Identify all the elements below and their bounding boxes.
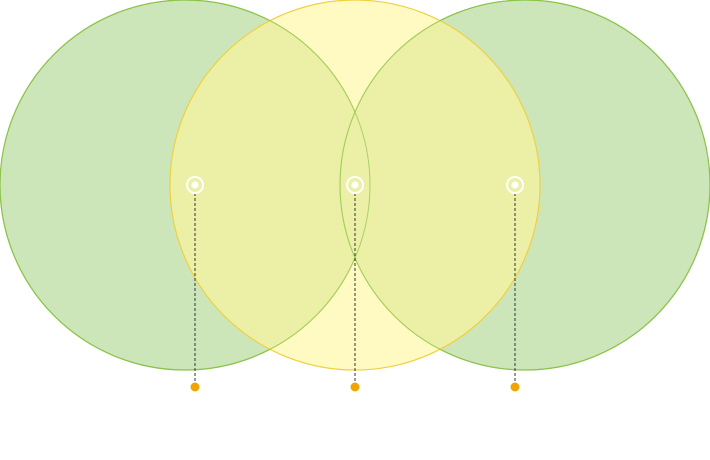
marker-ring-right xyxy=(506,176,524,194)
marker-dot-right xyxy=(511,181,519,189)
circle-outline-left xyxy=(0,0,371,371)
marker-ring-center xyxy=(346,176,364,194)
endpoint-dot-center xyxy=(350,382,360,392)
endpoint-dot-left xyxy=(190,382,200,392)
marker-ring-left xyxy=(186,176,204,194)
markers-layer xyxy=(186,176,524,392)
circle-outline-right xyxy=(339,0,710,371)
endpoint-dot-right xyxy=(510,382,520,392)
marker-dot-center xyxy=(351,181,359,189)
leaders-layer xyxy=(194,193,516,387)
marker-dot-left xyxy=(191,181,199,189)
circles-layer xyxy=(0,0,710,371)
